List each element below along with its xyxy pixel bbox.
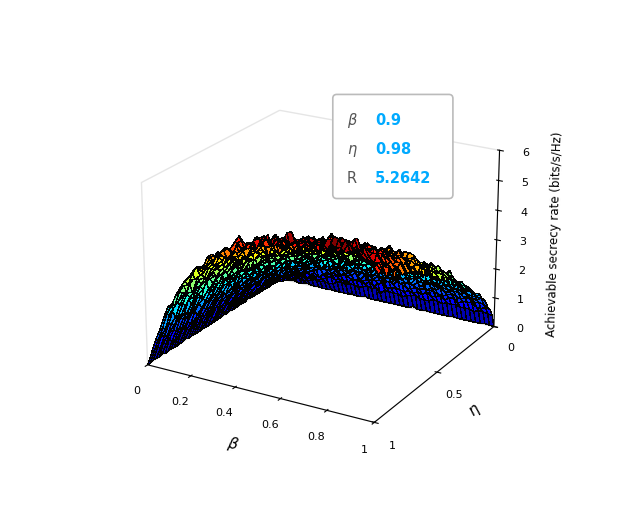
Text: $\eta$: $\eta$ xyxy=(347,142,358,159)
X-axis label: $\beta$: $\beta$ xyxy=(225,433,241,454)
Y-axis label: $\eta$: $\eta$ xyxy=(466,401,485,421)
Text: 5.2642: 5.2642 xyxy=(375,171,431,186)
Text: $\beta$: $\beta$ xyxy=(347,111,358,130)
Text: 0.9: 0.9 xyxy=(375,113,401,128)
Text: R: R xyxy=(347,171,357,186)
FancyBboxPatch shape xyxy=(333,95,453,199)
Text: 0.98: 0.98 xyxy=(375,141,411,157)
